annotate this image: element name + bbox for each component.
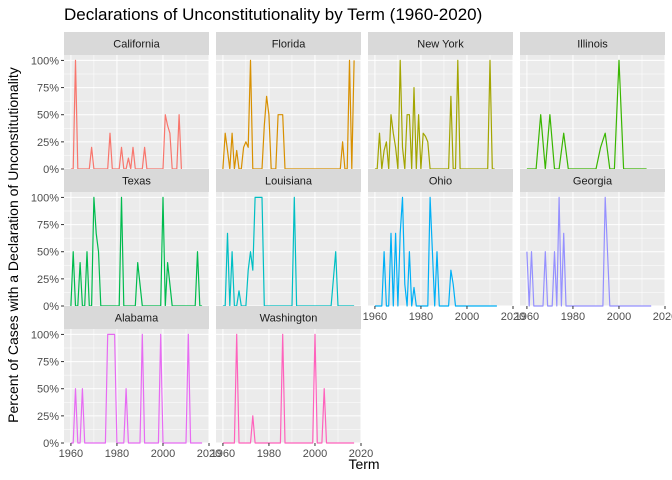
x-tick-label: 1980 bbox=[561, 311, 585, 323]
strip-texas bbox=[64, 169, 209, 192]
x-tick-label: 1960 bbox=[59, 448, 83, 460]
x-tick-label: 2020 bbox=[197, 448, 221, 460]
strip-label-georgia: Georgia bbox=[573, 176, 613, 188]
strip-label-louisiana: Louisiana bbox=[265, 176, 313, 188]
panel-illinois: Illinois bbox=[520, 32, 666, 170]
x-tick-label: 1960 bbox=[211, 448, 235, 460]
plot-background bbox=[520, 55, 665, 169]
panel-ohio: Ohio 1960 1980 2000 2020 bbox=[363, 169, 525, 323]
y-tick-label: 75% bbox=[37, 220, 59, 232]
strip-label-california: California bbox=[113, 39, 160, 51]
facet-panels: California 0% 25% 50% 75% 100% Florida New York… bbox=[31, 32, 672, 460]
strip-california bbox=[64, 32, 209, 55]
plot-background bbox=[64, 55, 209, 169]
y-tick-label: 50% bbox=[37, 384, 59, 396]
strip-alabama bbox=[64, 306, 209, 329]
x-axis-title: Term bbox=[348, 456, 379, 472]
panel-new-york: New York bbox=[368, 32, 514, 170]
panel-florida: Florida bbox=[216, 32, 362, 170]
panel-georgia: Georgia 1960 1980 2000 2020 bbox=[515, 169, 672, 323]
strip-label-florida: Florida bbox=[272, 39, 307, 51]
strip-louisiana bbox=[216, 169, 361, 192]
strip-florida bbox=[216, 32, 361, 55]
y-tick-label: 25% bbox=[37, 137, 59, 149]
plot-background bbox=[216, 192, 361, 306]
strip-label-ohio: Ohio bbox=[429, 176, 452, 188]
y-tick-label: 50% bbox=[37, 247, 59, 259]
strip-new-york bbox=[368, 32, 513, 55]
x-tick-label: 2020 bbox=[653, 311, 672, 323]
x-tick-label: 1980 bbox=[257, 448, 281, 460]
series-line-ohio bbox=[374, 196, 497, 307]
panel-louisiana: Louisiana bbox=[216, 169, 362, 307]
series-line-washington bbox=[222, 333, 355, 444]
y-tick-label: 75% bbox=[37, 83, 59, 95]
y-tick-label: 0% bbox=[43, 164, 59, 176]
strip-ohio bbox=[368, 169, 513, 192]
x-tick-label: 2000 bbox=[607, 311, 631, 323]
x-tick-label: 2000 bbox=[455, 311, 479, 323]
panel-alabama: Alabama 0% 25% 50% 75% 100% 1960 1980 2000 2020 bbox=[31, 306, 221, 460]
y-tick-label: 100% bbox=[31, 55, 59, 67]
y-axis-title: Percent of Cases with a Declaration of U… bbox=[5, 67, 21, 423]
x-tick-label: 2020 bbox=[501, 311, 525, 323]
y-tick-label: 75% bbox=[37, 357, 59, 369]
x-tick-label: 2000 bbox=[303, 448, 327, 460]
y-tick-label: 25% bbox=[37, 274, 59, 286]
strip-label-new-york: New York bbox=[417, 39, 464, 51]
y-tick-label: 100% bbox=[31, 192, 59, 204]
y-tick-label: 25% bbox=[37, 411, 59, 423]
x-tick-label: 1980 bbox=[105, 448, 129, 460]
x-tick-label: 2020 bbox=[349, 448, 373, 460]
panel-texas: Texas 0% 25% 50% 75% 100% bbox=[31, 169, 210, 313]
strip-georgia bbox=[520, 169, 665, 192]
panel-california: California 0% 25% 50% 75% 100% bbox=[31, 32, 210, 176]
strip-illinois bbox=[520, 32, 665, 55]
strip-label-illinois: Illinois bbox=[577, 39, 608, 51]
series-line-georgia bbox=[526, 196, 652, 307]
chart-title: Declarations of Unconstitutionality by T… bbox=[64, 5, 482, 24]
plot-background bbox=[520, 192, 665, 306]
y-tick-label: 100% bbox=[31, 329, 59, 341]
x-tick-label: 1960 bbox=[363, 311, 387, 323]
strip-label-washington: Washington bbox=[260, 313, 318, 325]
strip-washington bbox=[216, 306, 361, 329]
strip-label-alabama: Alabama bbox=[115, 313, 159, 325]
panel-washington: Washington 1960 1980 2000 2020 bbox=[211, 306, 373, 460]
y-tick-label: 0% bbox=[43, 301, 59, 313]
x-tick-label: 2000 bbox=[151, 448, 175, 460]
series-line-alabama bbox=[70, 333, 203, 444]
plot-background bbox=[216, 55, 361, 169]
y-tick-label: 50% bbox=[37, 110, 59, 122]
y-tick-label: 0% bbox=[43, 438, 59, 450]
x-tick-label: 1980 bbox=[409, 311, 433, 323]
x-tick-label: 1960 bbox=[515, 311, 539, 323]
strip-label-texas: Texas bbox=[122, 176, 151, 188]
